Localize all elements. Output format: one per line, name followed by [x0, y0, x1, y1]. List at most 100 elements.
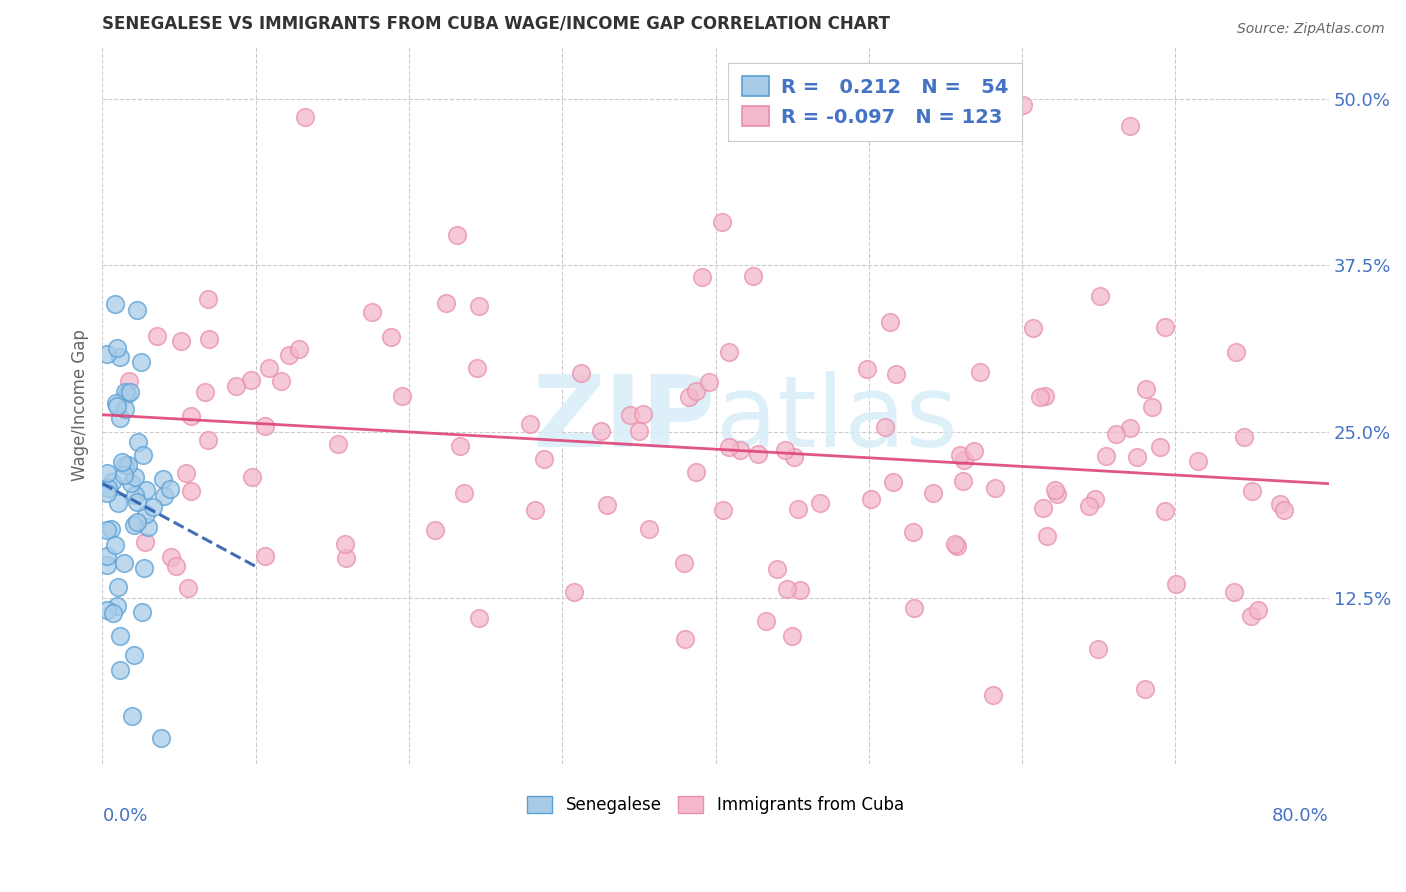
- Point: [569, 366, 592, 380]
- Point: [122, 648, 145, 662]
- Point: [952, 474, 974, 488]
- Point: [170, 334, 193, 348]
- Point: [766, 562, 789, 576]
- Point: [983, 688, 1005, 702]
- Point: [153, 489, 176, 503]
- Point: [129, 354, 152, 368]
- Point: [112, 468, 135, 483]
- Point: [747, 447, 769, 461]
- Point: [121, 475, 143, 490]
- Point: [142, 500, 165, 514]
- Point: [125, 495, 148, 509]
- Point: [288, 342, 311, 356]
- Point: [943, 537, 966, 551]
- Point: [380, 330, 402, 344]
- Point: [96, 523, 118, 537]
- Point: [808, 496, 831, 510]
- Point: [108, 350, 131, 364]
- Point: [132, 561, 155, 575]
- Point: [882, 475, 904, 489]
- Point: [114, 458, 136, 472]
- Point: [875, 420, 897, 434]
- Point: [953, 452, 976, 467]
- Point: [104, 396, 127, 410]
- Point: [105, 399, 128, 413]
- Point: [533, 452, 555, 467]
- Point: [1149, 440, 1171, 454]
- Point: [108, 411, 131, 425]
- Point: [225, 378, 247, 392]
- Point: [901, 524, 924, 539]
- Point: [111, 455, 134, 469]
- Point: [922, 486, 945, 500]
- Point: [131, 605, 153, 619]
- Y-axis label: Wage/Income Gap: Wage/Income Gap: [72, 329, 89, 481]
- Point: [741, 268, 763, 283]
- Point: [1142, 400, 1164, 414]
- Legend: Senegalese, Immigrants from Cuba: Senegalese, Immigrants from Cuba: [520, 789, 911, 821]
- Point: [134, 535, 156, 549]
- Point: [1268, 497, 1291, 511]
- Point: [122, 518, 145, 533]
- Point: [453, 486, 475, 500]
- Point: [1036, 528, 1059, 542]
- Point: [638, 522, 661, 536]
- Point: [903, 600, 925, 615]
- Point: [96, 603, 118, 617]
- Point: [197, 434, 219, 448]
- Point: [789, 582, 811, 597]
- Point: [239, 373, 262, 387]
- Point: [1022, 320, 1045, 334]
- Point: [96, 466, 118, 480]
- Point: [627, 424, 650, 438]
- Point: [278, 348, 301, 362]
- Point: [1135, 382, 1157, 396]
- Point: [685, 466, 707, 480]
- Point: [1094, 449, 1116, 463]
- Point: [107, 496, 129, 510]
- Point: [1240, 484, 1263, 499]
- Point: [114, 385, 136, 400]
- Point: [1029, 390, 1052, 404]
- Point: [125, 303, 148, 318]
- Point: [97, 481, 120, 495]
- Point: [589, 425, 612, 439]
- Point: [174, 466, 197, 480]
- Point: [519, 417, 541, 431]
- Text: 0.0%: 0.0%: [103, 807, 148, 825]
- Point: [112, 556, 135, 570]
- Point: [165, 558, 187, 573]
- Point: [633, 407, 655, 421]
- Point: [465, 360, 488, 375]
- Point: [780, 629, 803, 643]
- Point: [1133, 682, 1156, 697]
- Point: [1247, 603, 1270, 617]
- Point: [619, 409, 641, 423]
- Point: [121, 709, 143, 723]
- Point: [787, 501, 810, 516]
- Point: [1046, 487, 1069, 501]
- Point: [326, 437, 349, 451]
- Point: [1033, 389, 1056, 403]
- Point: [105, 599, 128, 614]
- Point: [1084, 492, 1107, 507]
- Point: [468, 611, 491, 625]
- Point: [333, 537, 356, 551]
- Text: Source: ZipAtlas.com: Source: ZipAtlas.com: [1237, 22, 1385, 37]
- Point: [103, 538, 125, 552]
- Point: [685, 384, 707, 398]
- Point: [124, 488, 146, 502]
- Point: [690, 269, 713, 284]
- Point: [294, 110, 316, 124]
- Point: [145, 328, 167, 343]
- Point: [117, 458, 139, 472]
- Point: [596, 498, 619, 512]
- Point: [135, 508, 157, 522]
- Point: [105, 341, 128, 355]
- Point: [717, 344, 740, 359]
- Point: [100, 522, 122, 536]
- Point: [1045, 483, 1067, 498]
- Point: [150, 731, 173, 745]
- Point: [335, 551, 357, 566]
- Point: [1233, 430, 1256, 444]
